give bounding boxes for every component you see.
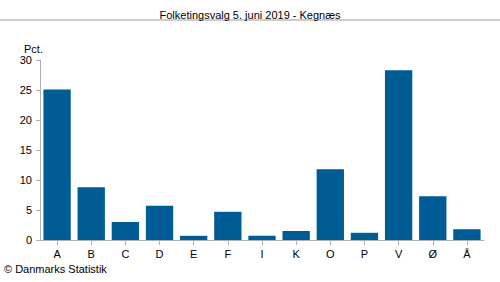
svg-text:30: 30 — [20, 54, 32, 66]
svg-text:Ø: Ø — [428, 248, 437, 260]
svg-text:0: 0 — [26, 234, 32, 246]
svg-text:V: V — [395, 248, 403, 260]
svg-text:I: I — [260, 248, 263, 260]
svg-text:O: O — [326, 248, 335, 260]
svg-text:B: B — [88, 248, 95, 260]
svg-text:Å: Å — [463, 248, 471, 260]
svg-text:A: A — [53, 248, 61, 260]
svg-text:Pct.: Pct. — [24, 43, 43, 55]
svg-text:E: E — [190, 248, 197, 260]
svg-text:K: K — [292, 248, 300, 260]
svg-text:10: 10 — [20, 174, 32, 186]
svg-text:25: 25 — [20, 84, 32, 96]
svg-text:5: 5 — [26, 204, 32, 216]
svg-text:P: P — [361, 248, 368, 260]
svg-text:F: F — [224, 248, 231, 260]
svg-text:D: D — [156, 248, 164, 260]
svg-text:© Danmarks Statistik: © Danmarks Statistik — [4, 263, 107, 275]
svg-text:C: C — [121, 248, 129, 260]
svg-text:20: 20 — [20, 114, 32, 126]
svg-text:15: 15 — [20, 144, 32, 156]
svg-text:Folketingsvalg 5. juni 2019 -: Folketingsvalg 5. juni 2019 - Kegnæs — [160, 9, 341, 21]
